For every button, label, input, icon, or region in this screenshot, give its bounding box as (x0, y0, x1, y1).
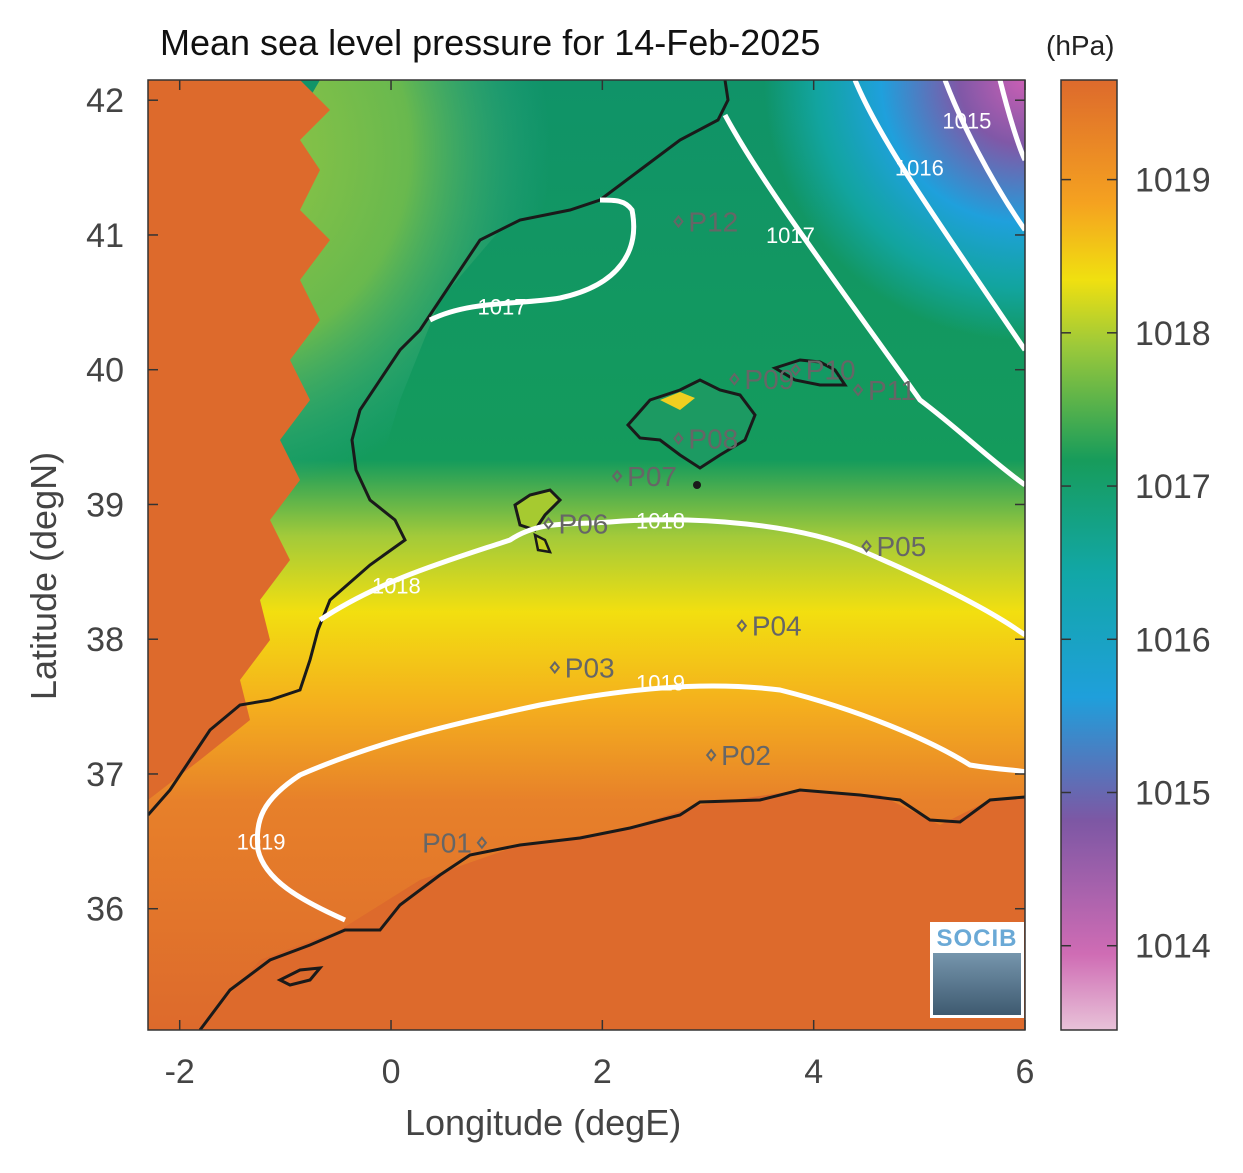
contour-label: 1016 (895, 156, 944, 181)
station-marker (611, 469, 623, 483)
axes: -2 0 2 4 6 36 37 38 39 40 41 42 (86, 80, 1034, 1091)
map-title: Mean sea level pressure for 14-Feb-2025 (160, 22, 821, 63)
station-marker (673, 214, 684, 229)
y-tick-label: 38 (86, 621, 124, 659)
station-p06: P06 (543, 508, 608, 539)
station-p08: P08 (673, 423, 738, 454)
station-marker (852, 383, 864, 397)
contour-labels: 1015 1016 1017 1017 1018 1018 1019 1019 (237, 108, 992, 854)
station-label: P12 (688, 206, 738, 237)
mallorca-island (625, 378, 757, 470)
station-marker (673, 431, 684, 446)
pressure-field (148, 80, 1025, 1030)
station-marker (549, 660, 561, 675)
contour-label: 1018 (636, 509, 685, 534)
station-marker (736, 619, 748, 633)
station-p07: P07 (611, 461, 677, 492)
station-label: P09 (744, 364, 794, 395)
station-label: P05 (877, 531, 927, 562)
y-tick-label: 42 (86, 82, 124, 120)
colorbar-tick-label: 1016 (1135, 621, 1211, 659)
colorbar-unit: (hPa) (1046, 30, 1115, 61)
station-label: P10 (806, 355, 856, 386)
station-p03: P03 (549, 653, 615, 684)
y-tick-label: 41 (86, 217, 124, 255)
station-label: P04 (752, 611, 802, 642)
station-p09: P09 (729, 364, 794, 395)
station-p05: P05 (861, 531, 927, 562)
contour-label: 1015 (942, 108, 991, 133)
station-label: P02 (721, 740, 771, 771)
socib-logo-text: SOCIB (933, 925, 1021, 953)
y-tick-label: 39 (86, 486, 124, 524)
x-tick-label: 6 (1016, 1053, 1035, 1091)
colorbar-tick-label: 1017 (1135, 468, 1211, 506)
menorca-island (771, 358, 848, 387)
station-marker (705, 748, 717, 762)
y-tick-label: 36 (86, 891, 124, 929)
station-label: P08 (688, 423, 738, 454)
x-tick-label: 2 (593, 1053, 612, 1091)
contour-label: 1018 (372, 573, 421, 598)
station-label: P07 (627, 461, 677, 492)
station-marker (861, 539, 872, 553)
station-p10: P10 (790, 355, 856, 386)
contour-label: 1017 (766, 223, 815, 248)
colorbar-tick-label: 1018 (1135, 315, 1211, 353)
colorbar (1060, 79, 1118, 1031)
y-tick-label: 37 (86, 756, 124, 794)
station-label: P03 (565, 653, 615, 684)
station-label: P06 (558, 508, 608, 539)
x-axis-label: Longitude (degE) (405, 1102, 682, 1143)
colorbar-ticks: 1014 1015 1016 1017 1018 1019 (1061, 162, 1211, 966)
socib-logo: SOCIB (930, 922, 1024, 1018)
station-p02: P02 (705, 740, 771, 771)
station-p11: P11 (852, 375, 916, 406)
colorbar-tick-label: 1015 (1135, 775, 1211, 813)
station-marker (729, 372, 740, 386)
station-p04: P04 (736, 611, 802, 642)
station-label: P11 (868, 375, 916, 406)
x-tick-label: 0 (382, 1053, 401, 1091)
station-p01: P01 (422, 828, 488, 859)
pressure-contours (254, 80, 1025, 923)
colorbar-tick-label: 1019 (1135, 162, 1211, 200)
africa-coastline (198, 788, 1025, 1030)
x-tick-label: -2 (165, 1053, 195, 1091)
contour-label: 1017 (477, 294, 526, 319)
contour-label: 1019 (636, 670, 685, 695)
plot-frame (147, 79, 1026, 1031)
y-tick-label: 40 (86, 352, 124, 390)
x-tick-label: 4 (804, 1053, 823, 1091)
station-marker (476, 836, 488, 850)
ibiza-island (513, 488, 563, 532)
station-marker (543, 516, 554, 530)
contour-label: 1019 (237, 829, 286, 854)
colorbar-tick-label: 1014 (1135, 928, 1211, 966)
station-p12: P12 (673, 206, 738, 237)
station-marker (790, 363, 801, 377)
station-label: P01 (422, 828, 472, 859)
